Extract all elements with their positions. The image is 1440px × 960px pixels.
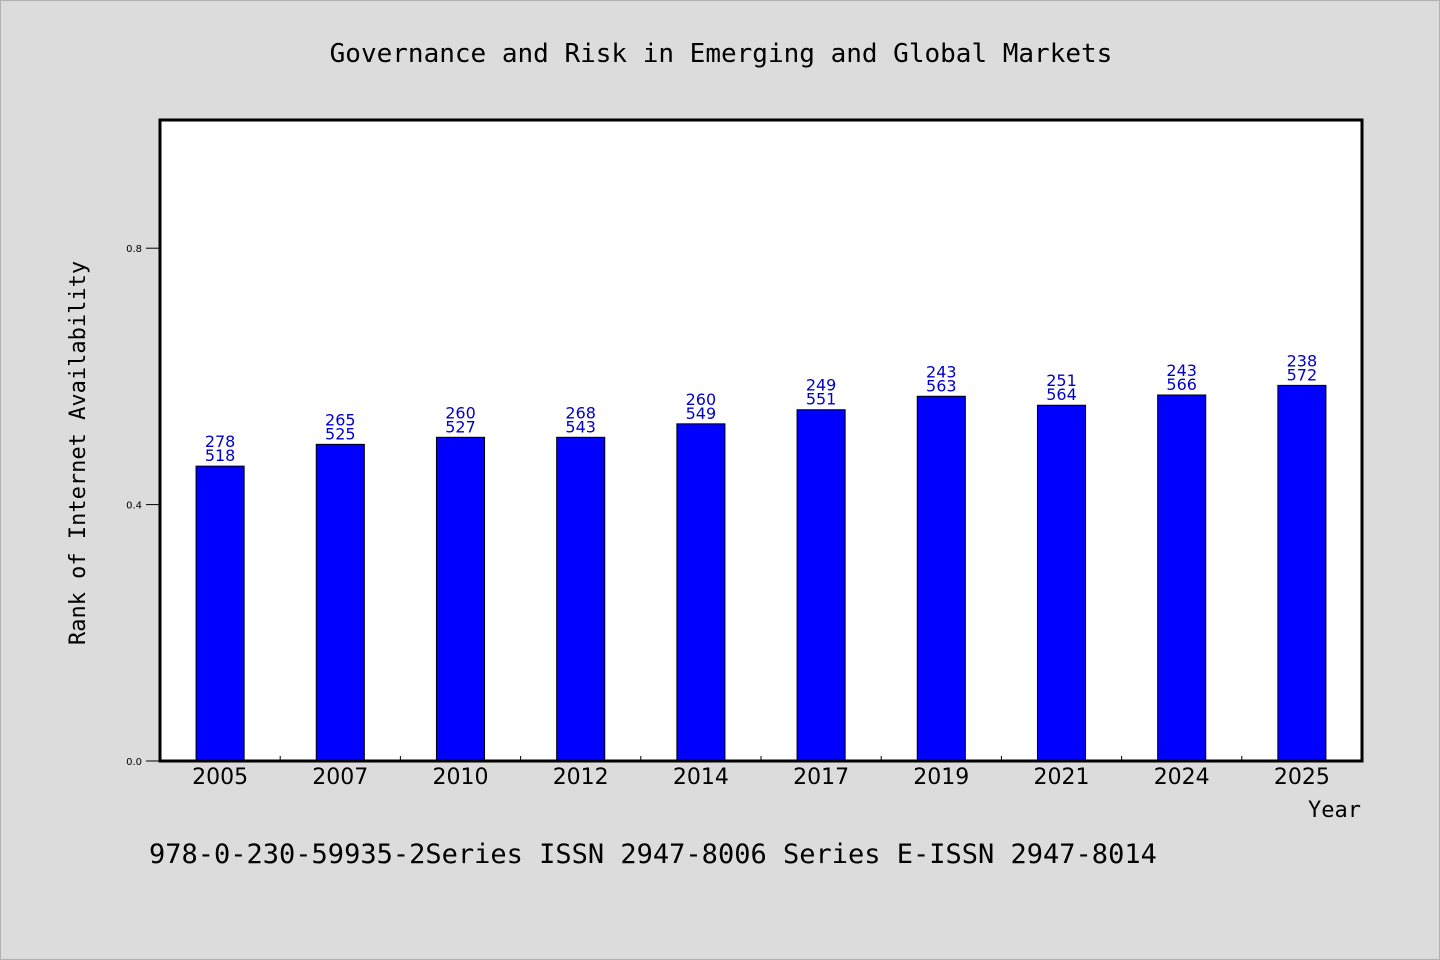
x-tick-label-2025: 2025 (1274, 765, 1330, 790)
x-tick-label-2014: 2014 (673, 765, 729, 790)
bar-2005 (195, 465, 245, 762)
bar-label-top-2007: 265 (325, 410, 356, 429)
x-tick-label-2019: 2019 (913, 765, 969, 790)
y-axis-label: Rank of Internet Availability (66, 261, 91, 645)
bar-label-top-2010: 260 (445, 403, 476, 422)
bar-label-bottom-2012: 543 (565, 417, 596, 436)
y-axis-ticks: 0.0 0.4 0.8 (126, 244, 160, 768)
plot-frame (158, 118, 1364, 763)
bar-label-top-2024: 243 (1166, 361, 1197, 380)
x-tick-label-2017: 2017 (793, 765, 849, 790)
footer-isbn-text: 978-0-230-59935-2Series ISSN 2947-8006 S… (149, 839, 1157, 870)
x-axis-label: Year (1308, 798, 1361, 823)
y-tick-label-0.4: 0.4 (126, 501, 142, 512)
bar-2017 (796, 409, 846, 762)
y-tick-label-0.8: 0.8 (126, 244, 142, 255)
bar-label-bottom-2017: 551 (806, 390, 837, 409)
x-axis-ticks: 2005 2007 2010 2012 2014 2017 2019 2021 2024 2025 (192, 756, 1330, 790)
x-tick-label-2010: 2010 (433, 765, 489, 790)
x-tick-label-2012: 2012 (553, 765, 609, 790)
bar-label-bottom-2024: 566 (1166, 375, 1197, 394)
bar-label-bottom-2007: 525 (325, 424, 356, 443)
chart-title: Governance and Risk in Emerging and Glob… (330, 39, 1113, 69)
bar-label-bottom-2019: 563 (926, 376, 957, 395)
bar-label-top-2021: 251 (1046, 371, 1077, 390)
bar-label-bottom-2014: 549 (686, 404, 717, 423)
bar-2012 (556, 436, 606, 762)
bar-labels-group: 2785182655252605272685432605492495512435… (205, 351, 1317, 465)
x-tick-label-2005: 2005 (192, 765, 248, 790)
bar-label-top-2017: 249 (806, 376, 837, 395)
bar-2025 (1277, 384, 1327, 762)
bar-label-top-2025: 238 (1287, 351, 1318, 370)
bar-label-bottom-2010: 527 (445, 417, 476, 436)
y-tick-label-0.0: 0.0 (126, 757, 142, 768)
bar-label-top-2014: 260 (686, 390, 717, 409)
bar-2014 (676, 423, 726, 762)
x-tick-label-2024: 2024 (1154, 765, 1210, 790)
x-tick-label-2021: 2021 (1034, 765, 1090, 790)
bar-2007 (315, 443, 365, 762)
bar-2024 (1157, 394, 1207, 762)
bar-label-top-2012: 268 (565, 403, 596, 422)
bar-label-bottom-2021: 564 (1046, 385, 1077, 404)
bar-2019 (916, 395, 966, 762)
bar-label-top-2005: 278 (205, 432, 236, 451)
bar-label-bottom-2025: 572 (1287, 365, 1318, 384)
bar-2021 (1036, 404, 1087, 762)
x-tick-label-2007: 2007 (312, 765, 368, 790)
bar-label-bottom-2005: 518 (205, 446, 236, 465)
bars-group (195, 384, 1327, 762)
bar-2010 (435, 436, 486, 762)
bar-label-top-2019: 243 (926, 362, 957, 381)
